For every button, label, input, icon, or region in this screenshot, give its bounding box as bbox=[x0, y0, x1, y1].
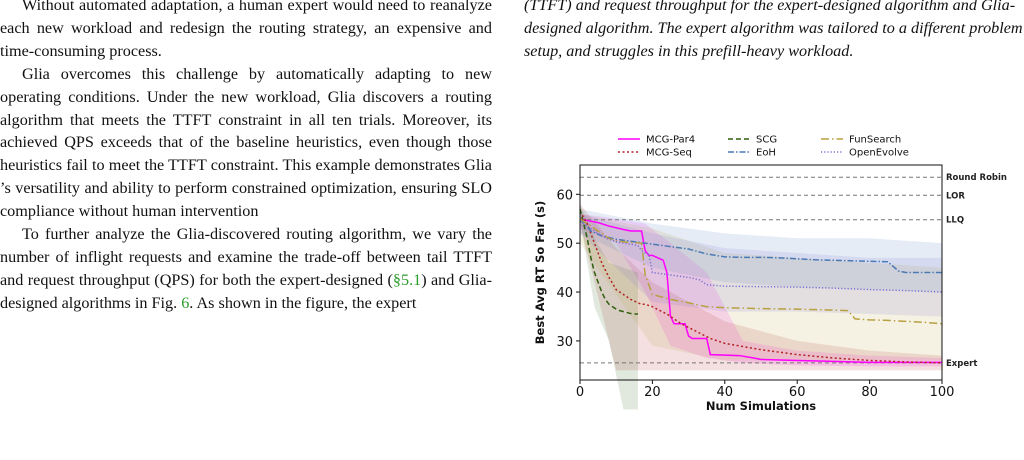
x-tick-label: 40 bbox=[717, 385, 734, 400]
x-tick-label: 0 bbox=[576, 385, 584, 400]
ref-label-round-robin: Round Robin bbox=[946, 173, 1007, 183]
plot-frame bbox=[579, 164, 943, 381]
x-tick-label: 100 bbox=[930, 385, 955, 400]
confidence-bands bbox=[580, 204, 942, 410]
series-line-mcg-par4 bbox=[579, 218, 942, 364]
band-eoh bbox=[580, 208, 942, 293]
band-mcg-seq bbox=[580, 204, 942, 371]
x-tick-label: 80 bbox=[861, 385, 878, 400]
legend-label-mcg-seq: MCG-Seq bbox=[646, 148, 692, 159]
series-line-scg bbox=[579, 208, 638, 315]
paragraph-3-text-a: To further analyze the Glia-discovered r… bbox=[0, 225, 492, 289]
band-mcg-par4 bbox=[580, 213, 942, 367]
section-reference-link[interactable]: §5.1 bbox=[392, 270, 422, 289]
ref-label-lor: LOR bbox=[946, 191, 965, 201]
y-tick-label: 60 bbox=[556, 188, 573, 203]
series-line-eoh bbox=[579, 218, 942, 274]
paragraph-2: Glia overcomes this challenge by automat… bbox=[0, 64, 492, 221]
legend-label-mcg-par4: MCG-Par4 bbox=[646, 135, 695, 146]
ref-label-expert: Expert bbox=[946, 359, 977, 369]
y-tick-label: 40 bbox=[556, 286, 573, 301]
band-scg bbox=[580, 204, 638, 410]
paragraph-3-text-c: . As shown in the figure, the expert bbox=[189, 293, 417, 312]
figure-reference-link[interactable]: 6 bbox=[181, 293, 190, 312]
series-line-funsearch bbox=[579, 218, 943, 325]
legend-label-openevolve: OpenEvolve bbox=[849, 148, 909, 159]
y-tick-label: 30 bbox=[556, 335, 573, 350]
ref-label-llq: LLQ bbox=[946, 216, 964, 226]
x-tick-label: 20 bbox=[644, 385, 661, 400]
y-tick-label: 50 bbox=[556, 237, 573, 252]
x-tick-label: 60 bbox=[789, 385, 806, 400]
y-axis-label: Best Avg RT So Far (s) bbox=[533, 201, 547, 344]
legend-label-eoh: EoH bbox=[756, 148, 776, 159]
legend-label-scg: SCG bbox=[756, 135, 777, 146]
band-funsearch bbox=[580, 213, 942, 361]
figure-column: (TTFT) and request throughput for the ex… bbox=[524, 0, 1024, 413]
chart-legend: MCG-Par4 MCG-Seq SCG EoH FunSearch OpenEvolve bbox=[618, 135, 909, 159]
series-line-mcg-seq bbox=[579, 211, 943, 364]
series-lines bbox=[579, 208, 943, 364]
x-axis-label: Num Simulations bbox=[706, 399, 816, 413]
body-text-column: Without automated adaptation, a human ex… bbox=[0, 0, 492, 315]
figure-caption: (TTFT) and request throughput for the ex… bbox=[524, 0, 1023, 60]
paragraph-1-tail: Without automated adaptation, a human ex… bbox=[0, 0, 492, 60]
band-openevolve bbox=[580, 213, 942, 317]
legend-label-funsearch: FunSearch bbox=[849, 135, 901, 146]
simulation-chart: MCG-Par4 MCG-Seq SCG EoH FunSearch OpenEvolve… bbox=[533, 135, 1007, 414]
paragraph-3-text-b: ) and Glia-designed algorithms in Fig. bbox=[0, 270, 492, 312]
paragraph-3: To further analyze the Glia-discovered r… bbox=[0, 223, 492, 315]
series-line-openevolve bbox=[579, 220, 943, 293]
